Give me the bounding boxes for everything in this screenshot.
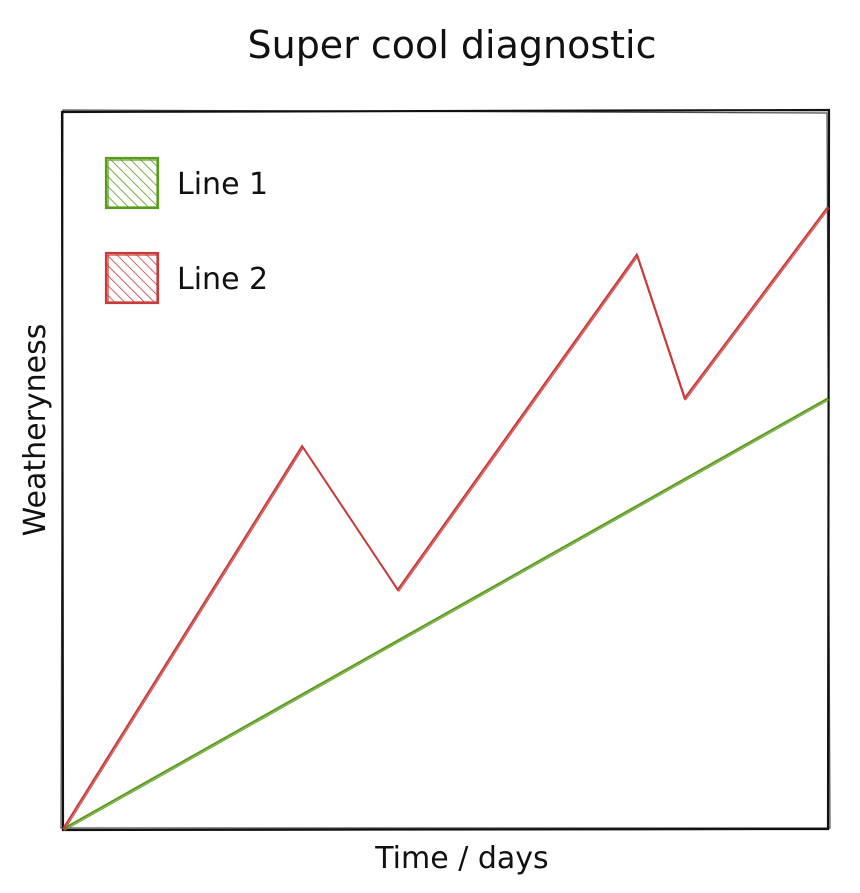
series-layer xyxy=(62,206,830,831)
series-line-2-sketch-stroke xyxy=(63,207,830,831)
legend-swatch-1-sketch-stroke xyxy=(107,159,158,208)
y-axis-label: Weatheryness xyxy=(18,324,53,537)
legend-label-2: Line 2 xyxy=(177,262,268,297)
legend: Line 1 Line 2 xyxy=(104,156,268,305)
legend-label-1: Line 1 xyxy=(177,167,268,202)
series-line-2 xyxy=(62,206,829,830)
legend-swatch-2-sketch-stroke xyxy=(107,254,158,303)
series-line-1-sketch-stroke xyxy=(63,399,830,831)
series-line-1 xyxy=(62,397,829,830)
chart-title: Super cool diagnostic xyxy=(247,23,656,67)
plot-frame xyxy=(60,108,831,832)
legend-swatch-2 xyxy=(104,251,160,305)
legend-swatch-1 xyxy=(104,156,160,210)
x-axis-label: Time / days xyxy=(374,841,548,876)
